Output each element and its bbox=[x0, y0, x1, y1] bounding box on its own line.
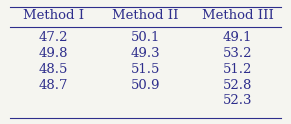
Text: 48.5: 48.5 bbox=[39, 63, 68, 76]
Text: 51.2: 51.2 bbox=[223, 63, 252, 76]
Text: 49.8: 49.8 bbox=[38, 47, 68, 60]
Text: 51.5: 51.5 bbox=[131, 63, 160, 76]
Text: Method III: Method III bbox=[202, 9, 274, 22]
Text: 53.2: 53.2 bbox=[223, 47, 253, 60]
Text: Method II: Method II bbox=[112, 9, 179, 22]
Text: 49.1: 49.1 bbox=[223, 31, 253, 44]
Text: Method I: Method I bbox=[23, 9, 84, 22]
Text: 50.1: 50.1 bbox=[131, 31, 160, 44]
Text: 49.3: 49.3 bbox=[131, 47, 160, 60]
Text: 48.7: 48.7 bbox=[38, 78, 68, 92]
Text: 52.3: 52.3 bbox=[223, 94, 253, 107]
Text: 47.2: 47.2 bbox=[38, 31, 68, 44]
Text: 52.8: 52.8 bbox=[223, 78, 252, 92]
Text: 50.9: 50.9 bbox=[131, 78, 160, 92]
